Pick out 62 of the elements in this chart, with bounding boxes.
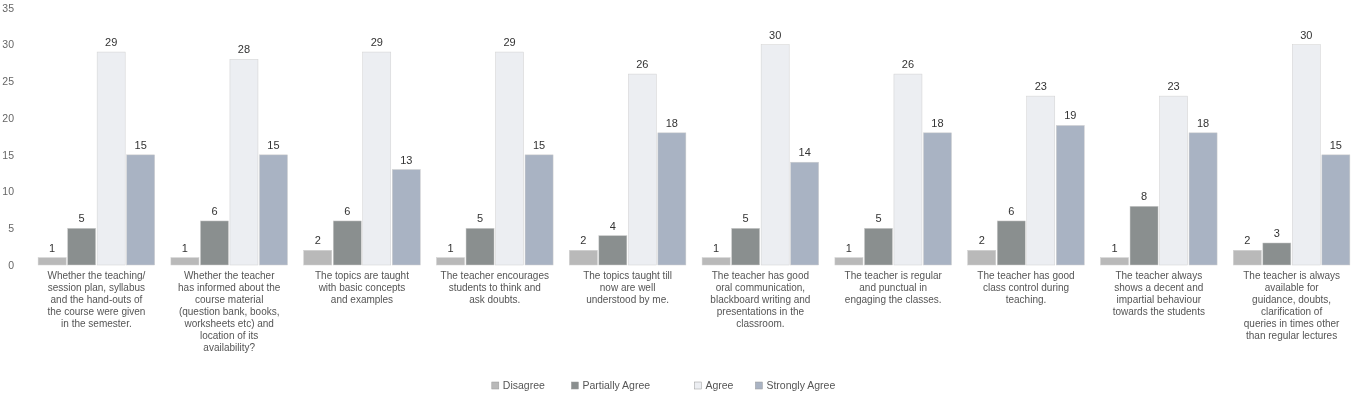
y-tick-label: 25 bbox=[2, 75, 15, 88]
y-tick-label: 0 bbox=[8, 258, 15, 271]
data-label: 1 bbox=[447, 241, 454, 254]
data-label: 13 bbox=[400, 153, 413, 166]
data-label: 30 bbox=[1300, 28, 1313, 41]
data-label: 18 bbox=[1196, 116, 1210, 129]
y-tick-label: 20 bbox=[2, 111, 15, 124]
legend-label: Disagree bbox=[502, 379, 545, 391]
data-label: 28 bbox=[237, 43, 251, 56]
data-label: 26 bbox=[636, 58, 649, 71]
data-label: 2 bbox=[978, 234, 985, 247]
data-label: 26 bbox=[901, 58, 915, 71]
data-label: 6 bbox=[211, 204, 218, 217]
data-label: 2 bbox=[1244, 234, 1251, 247]
data-label: 1 bbox=[181, 241, 188, 254]
data-label: 15 bbox=[532, 138, 546, 151]
x-tick-label: The teacher is regular and punctual in engaging the classes. bbox=[844, 270, 943, 305]
x-tick-label: The teacher has good oral communication, blackboard writing and presentations in the classroom. bbox=[710, 270, 811, 329]
data-label: 15 bbox=[1329, 138, 1342, 151]
data-label: 5 bbox=[476, 212, 484, 225]
data-label: 2 bbox=[314, 234, 321, 247]
data-label: 30 bbox=[769, 28, 782, 41]
y-tick-label: 5 bbox=[8, 221, 15, 234]
data-label: 5 bbox=[875, 212, 882, 225]
data-label: 23 bbox=[1034, 80, 1047, 93]
data-label: 5 bbox=[742, 212, 749, 225]
data-label: 4 bbox=[609, 219, 616, 232]
x-tick-label: The teacher is always available for guidance, doubts, clarification of queries in times other than regular lectures bbox=[1243, 270, 1341, 341]
data-label: 1 bbox=[713, 241, 720, 254]
data-label: 3 bbox=[1273, 226, 1280, 239]
data-label: 14 bbox=[798, 146, 811, 159]
data-label: 15 bbox=[267, 138, 280, 151]
data-label: 23 bbox=[1167, 80, 1180, 93]
data-label: 29 bbox=[370, 36, 383, 49]
x-tick-label: Whether the teaching/ session plan, syllabus and the hand-outs of the course were given in the semester. bbox=[47, 270, 146, 329]
data-label: 1 bbox=[1111, 241, 1118, 254]
data-label: 6 bbox=[1008, 204, 1015, 217]
y-tick-label: 35 bbox=[2, 1, 15, 14]
y-tick-label: 10 bbox=[2, 185, 15, 198]
data-label: 6 bbox=[344, 204, 351, 217]
legend-label: Agree bbox=[705, 379, 734, 391]
x-tick-label: The teacher always shows a decent and impartial behaviour towards the students bbox=[1112, 270, 1205, 317]
data-label: 15 bbox=[134, 138, 147, 151]
x-tick-label: Whether the teacher has informed about the course material (question bank, books, worksheets etc) and location of its availability? bbox=[178, 270, 281, 353]
data-label: 18 bbox=[665, 116, 678, 129]
data-label: 8 bbox=[1140, 190, 1148, 203]
data-label: 19 bbox=[1064, 109, 1077, 122]
data-label: 5 bbox=[78, 212, 85, 225]
legend-label: Strongly Agree bbox=[766, 379, 836, 391]
x-tick-label: The topics are taught with basic concepts and examples bbox=[315, 270, 410, 305]
x-tick-label: The teacher has good class control during teaching. bbox=[977, 270, 1075, 305]
data-label: 1 bbox=[845, 241, 852, 254]
data-label: 2 bbox=[580, 234, 587, 247]
legend-label: Partially Agree bbox=[582, 379, 651, 391]
data-label: 29 bbox=[503, 36, 516, 49]
x-tick-label: The topics taught till now are well understood by me. bbox=[583, 270, 673, 305]
data-label: 18 bbox=[931, 116, 944, 129]
data-label: 1 bbox=[49, 241, 56, 254]
y-tick-label: 30 bbox=[2, 38, 15, 51]
data-label: 29 bbox=[105, 36, 118, 49]
y-tick-label: 15 bbox=[2, 148, 15, 161]
x-tick-label: The teacher encourages students to think and ask doubts. bbox=[440, 270, 549, 305]
